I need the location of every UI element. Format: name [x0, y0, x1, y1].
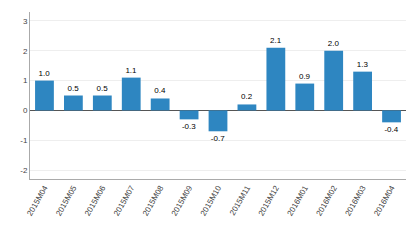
svg-text:2: 2	[23, 47, 28, 56]
svg-text:2016M02: 2016M02	[314, 184, 339, 218]
svg-text:0.4: 0.4	[154, 86, 166, 95]
svg-text:0: 0	[23, 106, 28, 115]
svg-text:0.5: 0.5	[96, 84, 108, 93]
svg-text:2016M01: 2016M01	[285, 184, 310, 218]
svg-text:3: 3	[23, 17, 28, 26]
svg-text:2015M05: 2015M05	[54, 184, 79, 218]
svg-text:2015M12: 2015M12	[257, 184, 282, 218]
svg-text:1: 1	[23, 76, 28, 85]
svg-text:1.3: 1.3	[357, 60, 369, 69]
svg-text:0.9: 0.9	[299, 72, 311, 81]
svg-text:-0.4: -0.4	[384, 125, 398, 134]
svg-text:2015M11: 2015M11	[228, 184, 252, 217]
svg-text:2015M07: 2015M07	[112, 184, 137, 218]
svg-text:2016M03: 2016M03	[343, 184, 368, 218]
svg-text:1.1: 1.1	[125, 66, 137, 75]
svg-text:2.1: 2.1	[270, 36, 282, 45]
svg-text:2015M08: 2015M08	[141, 184, 166, 218]
svg-text:-1: -1	[20, 136, 28, 145]
svg-text:1.0: 1.0	[39, 69, 51, 78]
svg-text:-2: -2	[20, 166, 28, 175]
svg-text:0.5: 0.5	[68, 84, 80, 93]
svg-text:2016M04: 2016M04	[372, 184, 397, 218]
svg-text:2.0: 2.0	[328, 39, 340, 48]
svg-text:2015M04: 2015M04	[25, 184, 50, 218]
svg-text:-0.3: -0.3	[182, 122, 196, 131]
svg-text:-0.7: -0.7	[211, 134, 225, 143]
svg-text:2015M10: 2015M10	[199, 184, 224, 218]
svg-text:2015M06: 2015M06	[83, 184, 108, 218]
svg-text:0.2: 0.2	[241, 92, 253, 101]
svg-text:2015M09: 2015M09	[170, 184, 195, 218]
